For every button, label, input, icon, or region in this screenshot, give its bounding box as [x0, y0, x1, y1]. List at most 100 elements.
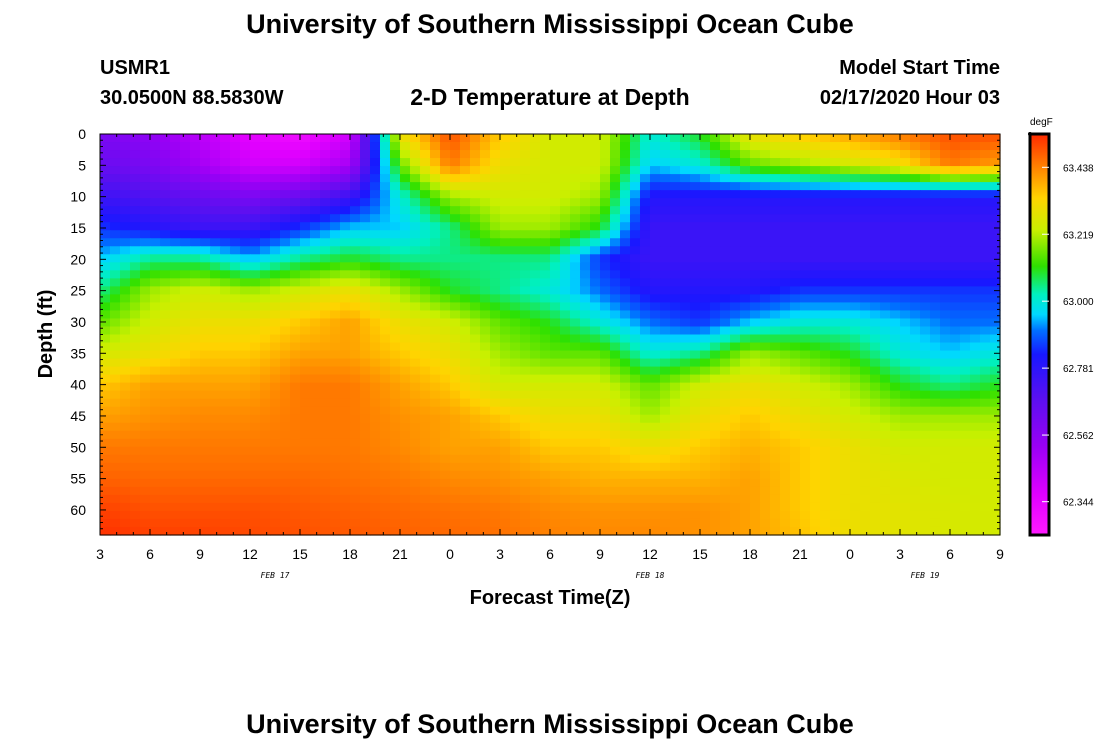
heatmap-cell [960, 230, 971, 239]
heatmap-cell [950, 158, 961, 167]
heatmap-cell [710, 414, 721, 424]
heatmap-cell [360, 150, 371, 159]
heatmap-cell [890, 422, 901, 432]
heatmap-cell [620, 398, 631, 408]
heatmap-cell [500, 526, 511, 536]
heatmap-cell [750, 374, 761, 384]
heatmap-cell [940, 174, 951, 183]
heatmap-cell [130, 182, 141, 191]
heatmap-cell [980, 198, 991, 207]
heatmap-cell [420, 470, 431, 480]
heatmap-cell [710, 158, 721, 167]
heatmap-cell [230, 358, 241, 368]
heatmap-cell [710, 198, 721, 207]
heatmap-cell [400, 526, 411, 536]
heatmap-cell [370, 494, 381, 504]
heatmap-cell [420, 214, 431, 223]
heatmap-cell [570, 494, 581, 504]
heatmap-cell [800, 478, 811, 488]
heatmap-cell [460, 334, 471, 344]
heatmap-cell [930, 422, 941, 432]
heatmap-cell [340, 374, 351, 384]
heatmap-cell [530, 502, 541, 512]
heatmap-cell [840, 190, 851, 199]
heatmap-cell [480, 494, 491, 504]
heatmap-cell [270, 254, 281, 263]
heatmap-cell [470, 302, 481, 312]
heatmap-cell [730, 486, 741, 496]
heatmap-cell [410, 438, 421, 448]
heatmap-cell [200, 398, 211, 408]
heatmap-cell [940, 326, 951, 336]
heatmap-cell [380, 342, 391, 352]
heatmap-cell [100, 166, 111, 175]
heatmap-cell [510, 238, 521, 247]
heatmap-cell [170, 230, 181, 239]
heatmap-cell [900, 334, 911, 344]
heatmap-cell [420, 390, 431, 400]
heatmap-cell [330, 510, 341, 520]
heatmap-cell [500, 262, 511, 271]
heatmap-cell [430, 318, 441, 328]
heatmap-cell [400, 318, 411, 328]
heatmap-cell [700, 486, 711, 496]
heatmap-cell [260, 406, 271, 416]
heatmap-cell [750, 286, 761, 295]
heatmap-cell [100, 190, 111, 199]
heatmap-cell [390, 446, 401, 456]
heatmap-cell [270, 454, 281, 464]
heatmap-cell [820, 182, 831, 191]
heatmap-cell [980, 382, 991, 392]
heatmap-cell [570, 214, 581, 223]
heatmap-cell [920, 166, 931, 175]
heatmap-cell [830, 190, 841, 199]
heatmap-cell [100, 214, 111, 223]
heatmap-cell [510, 134, 521, 143]
heatmap-cell [440, 518, 451, 528]
heatmap-cell [250, 254, 261, 263]
heatmap-cell [710, 310, 721, 320]
heatmap-cell [840, 446, 851, 456]
heatmap-cell [320, 198, 331, 207]
heatmap-cell [410, 382, 421, 392]
heatmap-cell [990, 374, 1001, 384]
heatmap-cell [560, 430, 571, 440]
heatmap-cell [830, 382, 841, 392]
heatmap-cell [760, 198, 771, 207]
heatmap-cell [850, 166, 861, 175]
heatmap-cell [660, 318, 671, 328]
heatmap-cell [300, 438, 311, 448]
heatmap-cell [920, 470, 931, 480]
heatmap-cell [200, 150, 211, 159]
heatmap-cell [660, 134, 671, 143]
heatmap-cell [540, 150, 551, 159]
heatmap-cell [320, 454, 331, 464]
heatmap-cell [130, 486, 141, 496]
heatmap-cell [470, 286, 481, 295]
heatmap-cell [890, 286, 901, 295]
heatmap-cell [220, 486, 231, 496]
heatmap-cell [880, 494, 891, 504]
heatmap-cell [760, 222, 771, 231]
heatmap-cell [220, 238, 231, 247]
heatmap-cell [450, 286, 461, 295]
heatmap-cell [610, 198, 621, 207]
heatmap-cell [530, 182, 541, 191]
heatmap-cell [120, 150, 131, 159]
heatmap-cell [180, 262, 191, 271]
heatmap-cell [780, 174, 791, 183]
heatmap-cell [250, 246, 261, 255]
heatmap-cell [100, 150, 111, 159]
heatmap-cell [890, 254, 901, 263]
heatmap-cell [120, 366, 131, 376]
heatmap-cell [800, 486, 811, 496]
heatmap-cell [590, 182, 601, 191]
heatmap-cell [460, 142, 471, 151]
heatmap-cell [520, 462, 531, 472]
heatmap-cell [780, 494, 791, 504]
heatmap-cell [390, 510, 401, 520]
heatmap-cell [750, 510, 761, 520]
heatmap-cell [200, 422, 211, 432]
heatmap-cell [470, 238, 481, 247]
heatmap-cell [540, 422, 551, 432]
